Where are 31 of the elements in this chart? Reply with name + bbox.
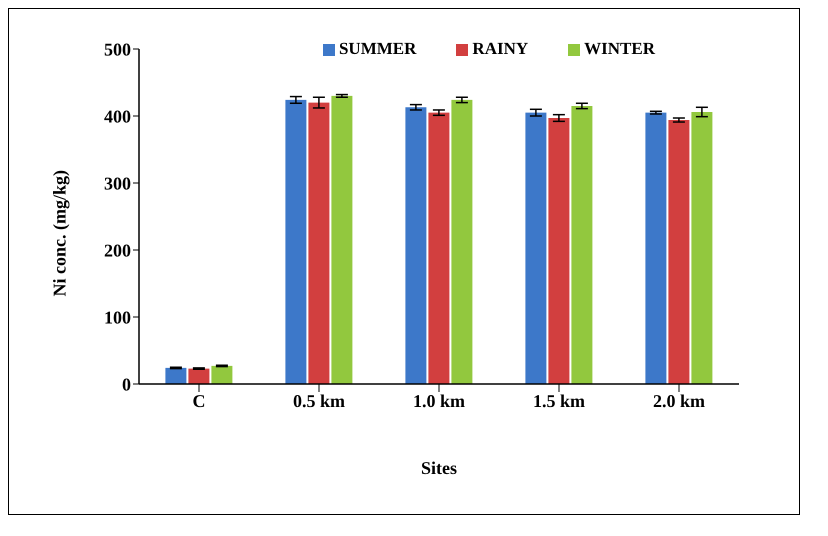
bar [285,100,306,384]
x-axis-title: Sites [421,458,457,478]
y-tick-label: 0 [122,374,131,394]
bar [211,366,232,384]
legend-label: RAINY [472,39,528,58]
y-tick-label: 100 [104,307,131,328]
x-tick-label: 1.5 km [532,390,586,411]
y-tick-label: 300 [104,173,131,194]
bar [668,120,690,384]
y-tick-label: 500 [104,39,131,60]
y-tick-label: 400 [104,106,131,126]
bar [451,100,472,384]
y-axis-title: Ni conc. (mg/kg) [49,170,70,296]
bar [405,107,426,384]
bar [188,368,210,384]
bar [645,112,666,384]
y-tick-label: 200 [104,240,131,260]
bar [571,106,592,384]
x-tick-label: 1.0 km [412,390,466,411]
x-tick-label: C [192,390,206,411]
legend-label: WINTER [584,39,656,58]
bar [548,118,570,384]
bar [691,112,712,384]
x-tick-label: 0.5 km [292,390,346,411]
bar [331,96,352,384]
legend-label: SUMMER [338,39,416,58]
x-tick-label: 2.0 km [652,390,706,411]
bar [165,368,186,384]
bar [525,112,546,384]
bar [428,112,450,384]
bar [308,102,330,384]
